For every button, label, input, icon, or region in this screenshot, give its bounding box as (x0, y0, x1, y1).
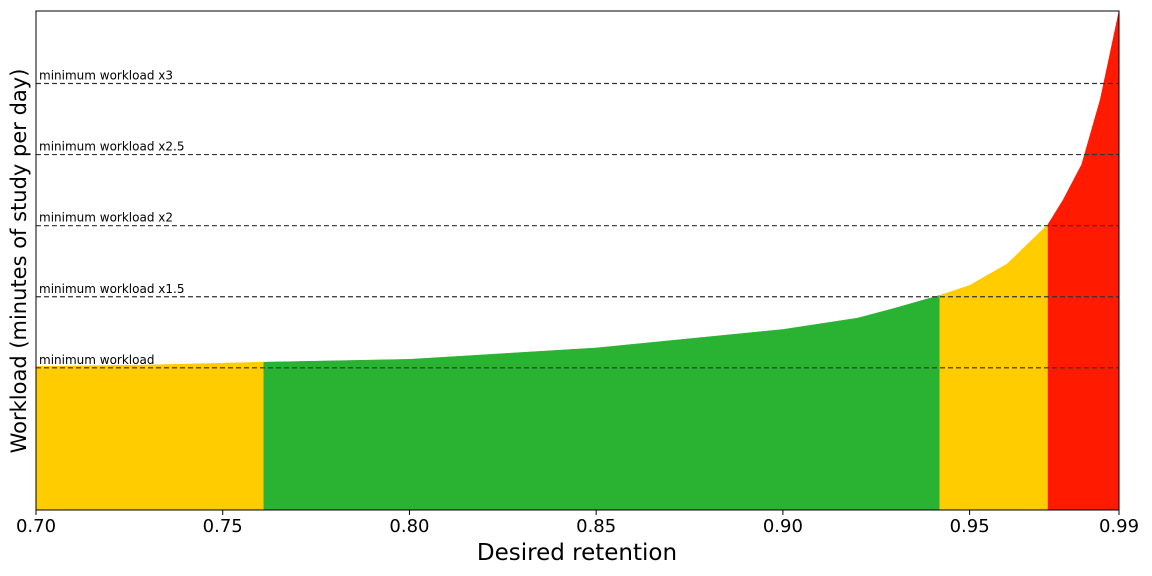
reference-label: minimum workload (39, 353, 154, 367)
plot-frame (35, 10, 1120, 511)
reference-label: minimum workload x1.5 (39, 282, 184, 296)
x-axis-label: Desired retention (477, 540, 677, 566)
x-tick-label: 0.70 (16, 516, 56, 537)
area (263, 294, 940, 511)
x-tick-label: 0.85 (576, 516, 616, 537)
reference-label: minimum workload x3 (39, 69, 173, 83)
x-tick-label: 0.75 (203, 516, 243, 537)
x-tick-label: 0.95 (950, 516, 990, 537)
reference-label: minimum workload x2 (39, 211, 173, 225)
area (1047, 10, 1120, 511)
x-tick-label: 0.90 (763, 516, 803, 537)
reference-label: minimum workload x2.5 (39, 140, 184, 154)
x-tick-label: 0.80 (389, 516, 429, 537)
x-tick-label: 0.99 (1099, 516, 1139, 537)
y-axis-label: Workload (minutes of study per day) (7, 69, 31, 454)
area (35, 361, 265, 511)
area (939, 223, 1049, 511)
